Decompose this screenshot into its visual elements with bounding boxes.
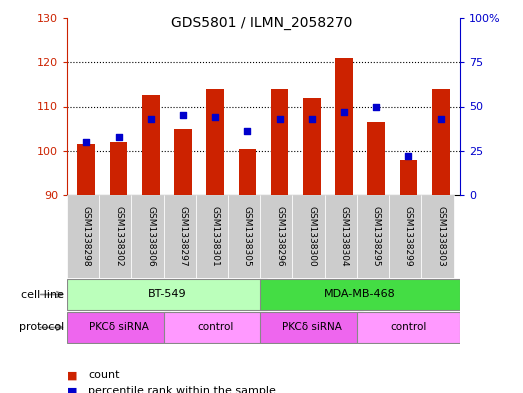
Text: percentile rank within the sample: percentile rank within the sample [88,386,276,393]
Bar [228,195,260,278]
Bar [67,312,170,343]
Bar [67,195,99,278]
Bar [357,195,389,278]
Text: MDA-MB-468: MDA-MB-468 [324,289,396,299]
Text: ■: ■ [67,386,77,393]
Bar [238,149,256,195]
Bar [77,144,95,195]
Text: GSM1338297: GSM1338297 [178,206,187,267]
Bar [292,195,325,278]
Bar [260,195,292,278]
Text: ■: ■ [67,371,77,380]
Text: GSM1338300: GSM1338300 [308,206,316,267]
Bar [67,279,267,310]
Text: GDS5801 / ILMN_2058270: GDS5801 / ILMN_2058270 [171,16,352,30]
Text: GSM1338298: GSM1338298 [82,206,91,267]
Text: GSM1338302: GSM1338302 [114,206,123,267]
Bar [164,312,267,343]
Bar [164,195,196,278]
Bar [142,95,160,195]
Point [308,116,316,122]
Bar [174,129,192,195]
Point [276,116,284,122]
Bar [367,122,385,195]
Point [115,134,123,140]
Text: control: control [197,322,233,332]
Point [243,128,252,134]
Point [437,116,445,122]
Text: control: control [390,322,427,332]
Bar [389,195,422,278]
Bar [99,195,131,278]
Bar [206,89,224,195]
Bar [260,312,363,343]
Point [146,116,155,122]
Bar [260,279,460,310]
Text: BT-549: BT-549 [147,289,186,299]
Point [82,139,90,145]
Bar [271,89,289,195]
Point [179,112,187,119]
Bar [110,142,128,195]
Text: PKCδ siRNA: PKCδ siRNA [88,322,149,332]
Bar [432,89,450,195]
Bar [422,195,453,278]
Text: GSM1338303: GSM1338303 [436,206,445,267]
Text: PKCδ siRNA: PKCδ siRNA [282,322,342,332]
Bar [303,97,321,195]
Text: GSM1338295: GSM1338295 [372,206,381,267]
Text: count: count [88,371,119,380]
Bar [131,195,164,278]
Text: GSM1338296: GSM1338296 [275,206,284,267]
Text: GSM1338299: GSM1338299 [404,206,413,267]
Point [340,109,348,115]
Point [404,153,413,159]
Bar [400,160,417,195]
Bar [357,312,460,343]
Text: GSM1338304: GSM1338304 [339,206,348,267]
Bar [335,58,353,195]
Text: GSM1338301: GSM1338301 [211,206,220,267]
Text: cell line: cell line [21,290,64,299]
Bar [325,195,357,278]
Text: GSM1338306: GSM1338306 [146,206,155,267]
Point [372,103,380,110]
Text: GSM1338305: GSM1338305 [243,206,252,267]
Bar [196,195,228,278]
Point [211,114,219,120]
Text: protocol: protocol [19,323,64,332]
